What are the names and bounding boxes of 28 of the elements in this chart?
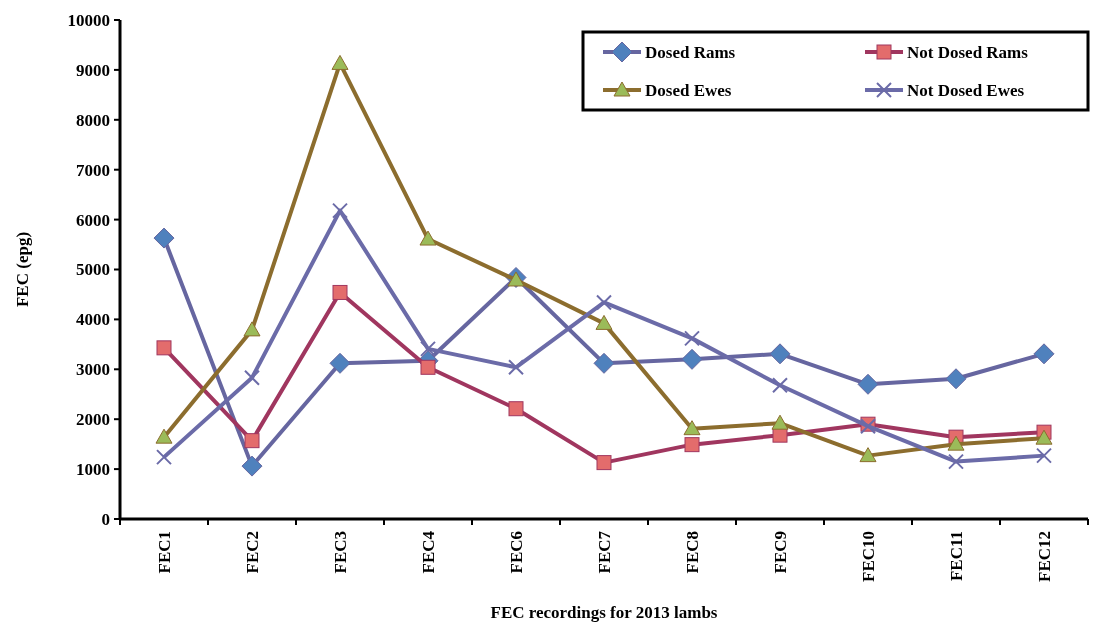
y-tick-label: 8000 — [76, 110, 110, 130]
x-tick-label: FEC9 — [770, 531, 790, 574]
y-tick-label: 3000 — [76, 360, 110, 380]
x-tick-label: FEC4 — [418, 530, 438, 574]
legend-label: Dosed Rams — [645, 42, 736, 62]
y-tick-label: 6000 — [76, 210, 110, 230]
y-tick-label: 1000 — [76, 460, 110, 480]
x-tick-label: FEC7 — [594, 530, 614, 574]
legend-label: Dosed Ewes — [645, 80, 732, 100]
legend-label: Not Dosed Rams — [907, 42, 1029, 62]
x-tick-label: FEC3 — [330, 531, 350, 574]
x-tick-label: FEC10 — [858, 531, 878, 582]
y-axis-title: FEC (epg) — [13, 231, 32, 308]
x-tick-label: FEC2 — [242, 531, 262, 574]
y-tick-label: 7000 — [76, 160, 110, 180]
x-tick-label: FEC8 — [682, 531, 702, 574]
x-tick-label: FEC12 — [1034, 531, 1054, 582]
legend-label: Not Dosed Ewes — [907, 80, 1025, 100]
y-tick-label: 5000 — [76, 260, 110, 280]
y-tick-label: 10000 — [67, 10, 110, 30]
y-tick-label: 4000 — [76, 310, 110, 330]
x-tick-label: FEC6 — [506, 531, 526, 574]
x-tick-label: FEC11 — [946, 531, 966, 582]
y-tick-label: 2000 — [76, 410, 110, 430]
y-tick-label: 9000 — [76, 60, 110, 80]
y-tick-label: 0 — [101, 509, 110, 529]
x-axis-title: FEC recordings for 2013 lambs — [490, 603, 718, 622]
x-tick-label: FEC1 — [154, 531, 174, 574]
